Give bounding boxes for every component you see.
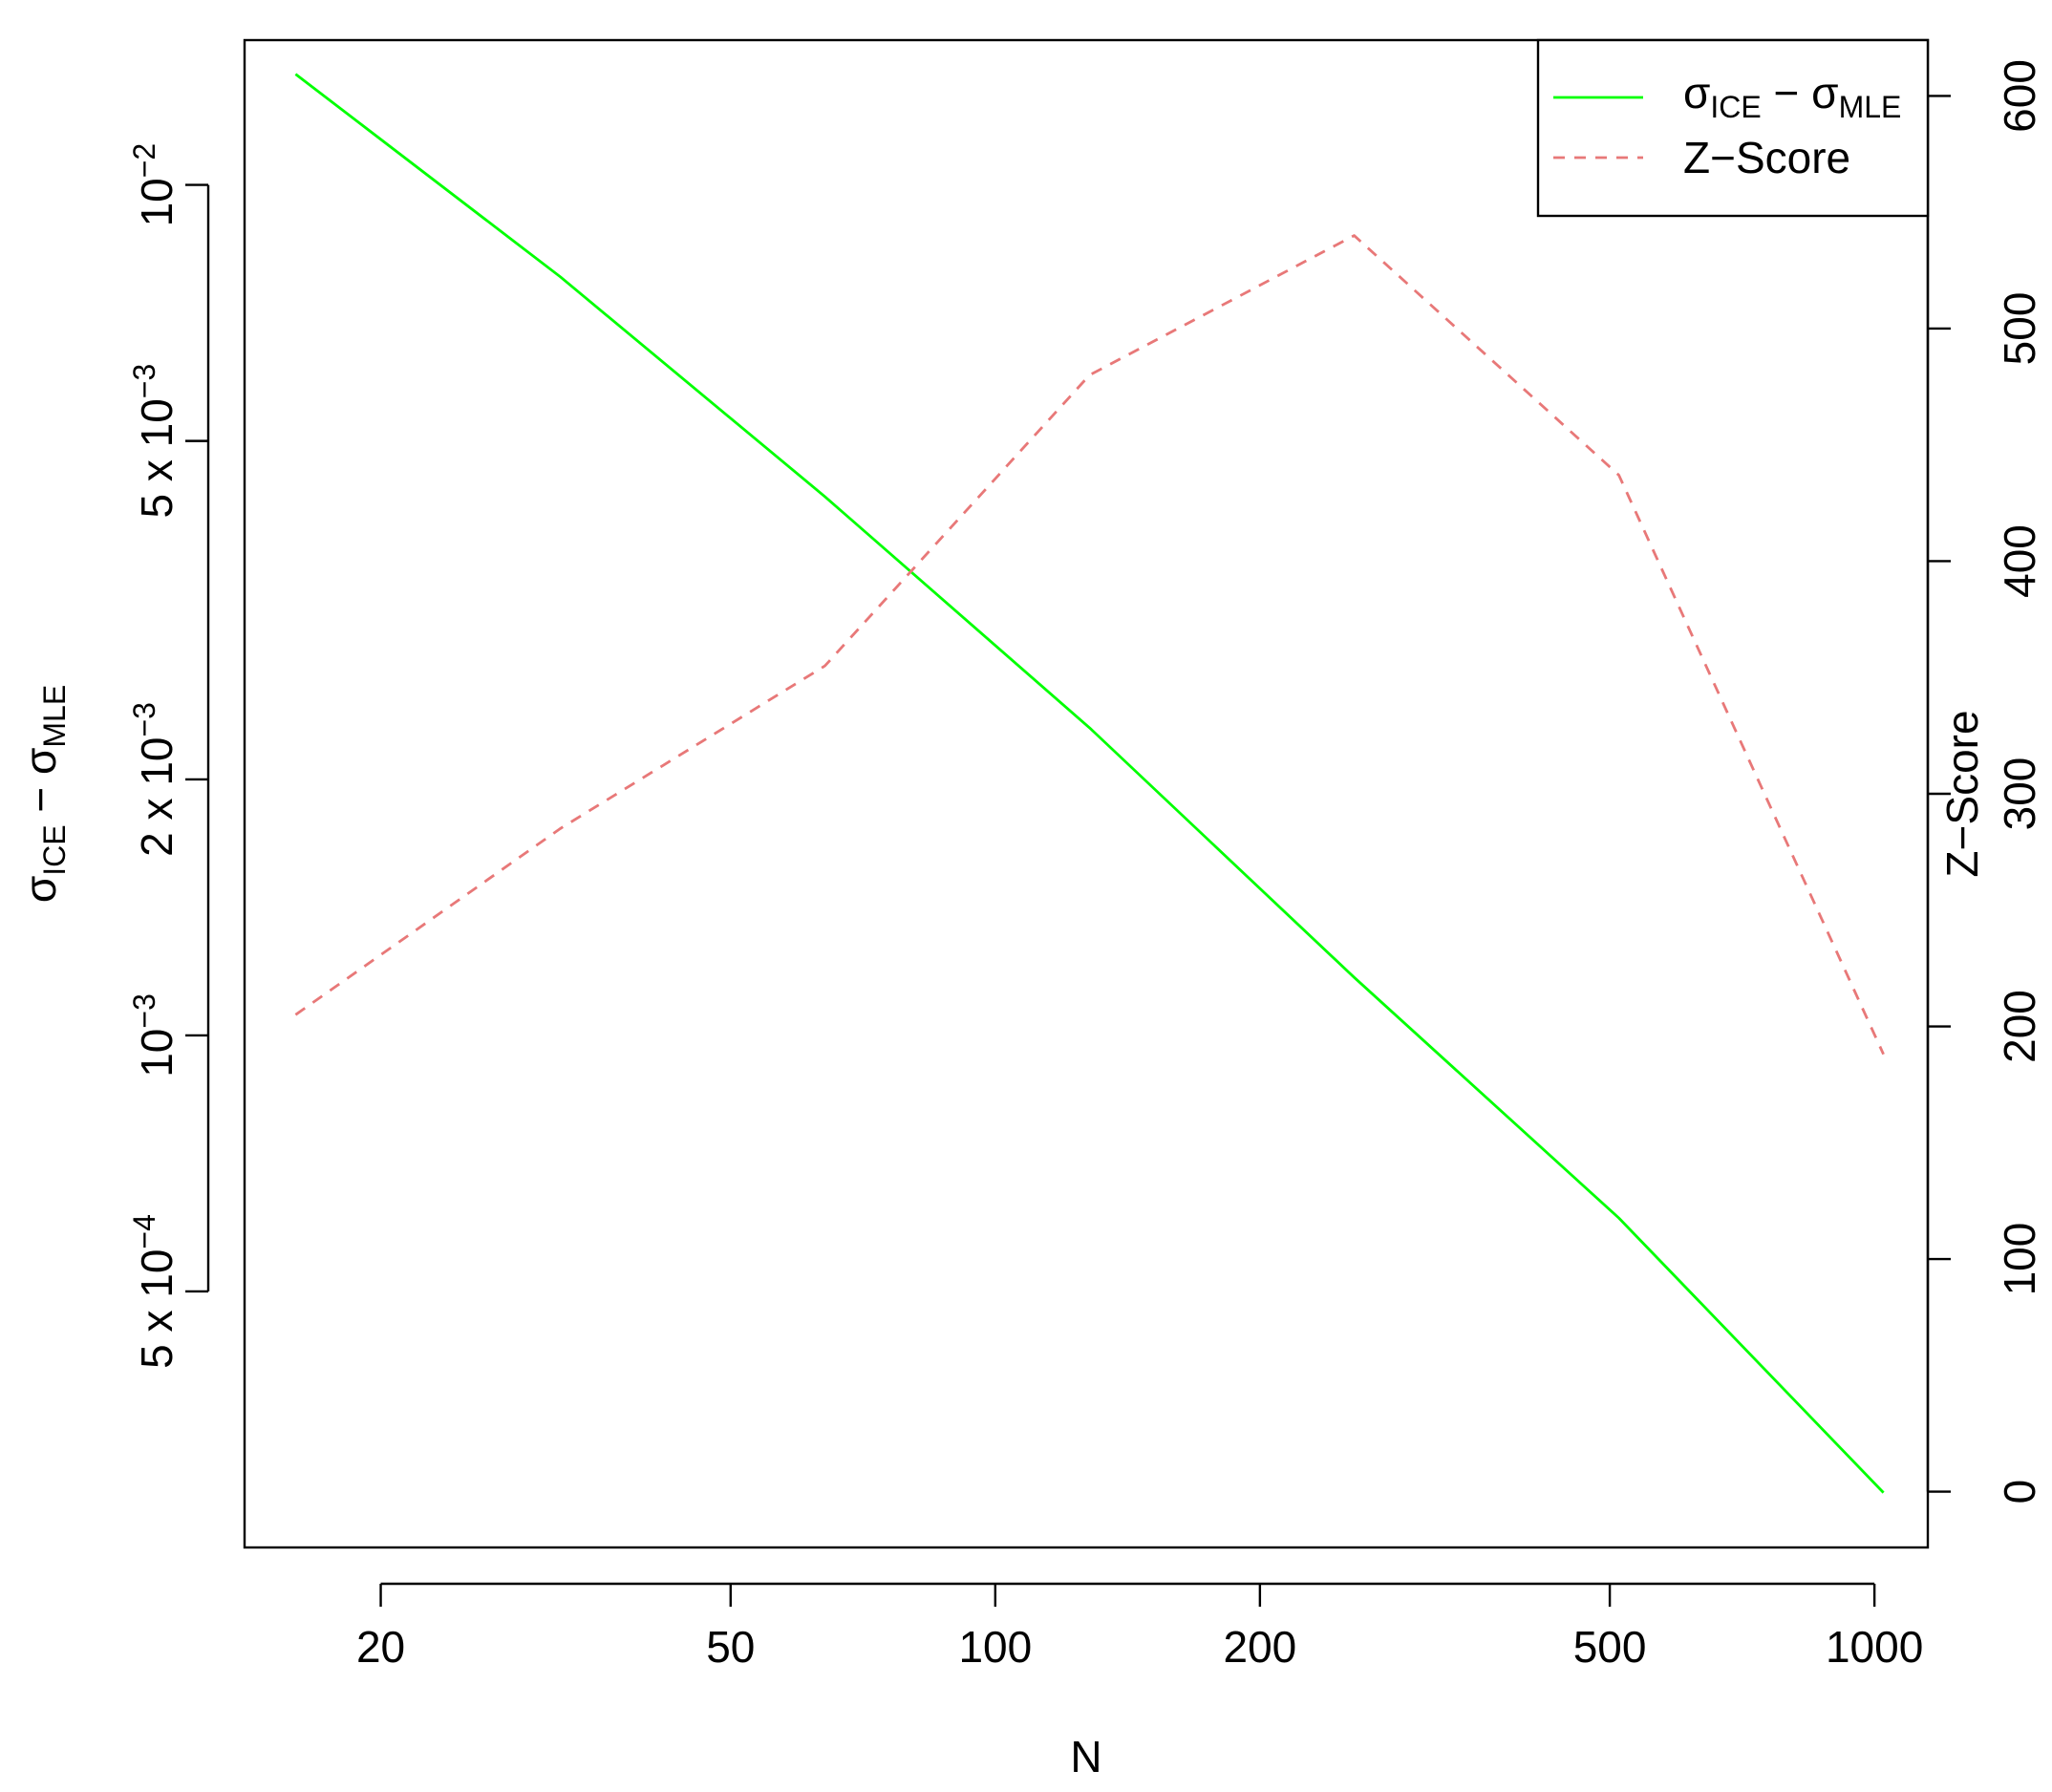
x-tick-label: 50: [706, 1622, 755, 1672]
legend-sigma-mid: − σ: [1762, 68, 1839, 117]
x-axis: 20 50 100 200 500 1000: [356, 1582, 1923, 1672]
y-left-tick-exponent: −3: [127, 993, 161, 1028]
y-right-tick-label: 600: [1995, 59, 2044, 133]
y-left-axis: 10−25 x 10−32 x 10−310−35 x 10−4: [127, 143, 210, 1369]
y-left-tick-exponent: −3: [127, 364, 161, 398]
series-layer: [294, 73, 1885, 1494]
y-left-title-sub1: ICE: [37, 824, 72, 875]
y-left-tick-base: 5 x 10: [132, 1249, 182, 1369]
y-left-axis-title: σICE − σMLE: [15, 685, 72, 903]
y-left-tick-base: 5 x 10: [132, 398, 182, 518]
y-left-tick-label: 2 x 10−3: [127, 702, 182, 857]
y-left-title-sub2: MLE: [37, 685, 72, 748]
x-tick-label: 20: [356, 1622, 405, 1672]
y-left-tick-label: 10−3: [127, 993, 182, 1077]
y-left-tick-base: 10: [132, 1029, 182, 1077]
y-right-axis-title: Z−Score: [1937, 710, 1987, 877]
legend: σICE − σMLE Z−Score: [1536, 38, 1930, 218]
legend-sigma-sub1: ICE: [1710, 90, 1761, 124]
y-left-title-sigma1: σ: [15, 876, 65, 903]
y-right-tick-label: 0: [1995, 1480, 2044, 1504]
legend-sigma-base: σ: [1683, 68, 1710, 117]
y-right-axis: 0 100 200 300 400 500 600: [1926, 59, 2044, 1504]
x-tick-label: 200: [1223, 1622, 1296, 1672]
y-left-tick-label: 10−2: [127, 143, 182, 227]
y-right-tick-label: 200: [1995, 990, 2044, 1063]
y-right-tick-label: 100: [1995, 1223, 2044, 1296]
legend-box: [1536, 38, 1930, 218]
y-left-tick-exponent: −3: [127, 702, 161, 736]
y-left-tick-label: 5 x 10−4: [127, 1214, 182, 1369]
legend-label-zscore: Z−Score: [1683, 133, 1850, 182]
x-axis-title: N: [1070, 1732, 1101, 1781]
y-right-tick-label: 500: [1995, 292, 2044, 366]
series-line-sigma-diff: [294, 73, 1885, 1494]
x-tick-label: 1000: [1826, 1622, 1923, 1672]
y-left-tick-base: 10: [132, 178, 182, 226]
y-left-tick-base: 2 x 10: [132, 737, 182, 857]
series-line-zscore: [294, 234, 1885, 1056]
x-tick-label: 100: [958, 1622, 1032, 1672]
plot-frame: [243, 38, 1930, 1549]
x-tick-label: 500: [1573, 1622, 1647, 1672]
legend-sigma-sub2: MLE: [1839, 90, 1902, 124]
y-left-tick-exponent: −2: [127, 143, 161, 178]
y-left-tick-label: 5 x 10−3: [127, 364, 182, 519]
y-right-tick-label: 300: [1995, 757, 2044, 831]
y-left-title-mid: − σ: [15, 748, 65, 825]
legend-label-sigma: σICE − σMLE: [1683, 68, 1901, 124]
y-right-tick-label: 400: [1995, 524, 2044, 598]
y-left-tick-exponent: −4: [127, 1214, 161, 1248]
